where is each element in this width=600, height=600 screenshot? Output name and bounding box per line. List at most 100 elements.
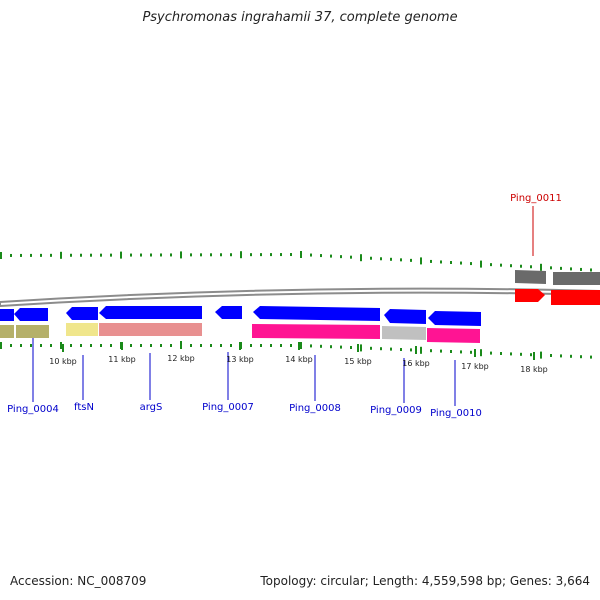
tick-mark-bottom bbox=[510, 352, 512, 356]
tick-mark-bottom bbox=[50, 344, 52, 347]
tick-mark-top bbox=[500, 263, 502, 267]
tick-mark-bottom bbox=[500, 352, 502, 355]
tick-mark-bottom bbox=[280, 344, 282, 347]
tick-mark-bottom bbox=[210, 344, 212, 347]
tick-mark-top bbox=[430, 259, 432, 263]
tick-mark-top bbox=[190, 253, 192, 257]
gene-label-ping-0008[interactable]: Ping_0008 bbox=[289, 403, 341, 414]
tick-mark-top bbox=[240, 251, 242, 259]
gene-arrow-ping-0012[interactable] bbox=[551, 290, 600, 305]
tick-mark-bottom bbox=[550, 354, 552, 357]
tick-mark-bottom bbox=[170, 344, 172, 347]
tick-mark-bottom bbox=[130, 344, 132, 347]
tick-mark-top bbox=[390, 257, 392, 261]
tick-mark-bottom bbox=[330, 345, 332, 349]
tick-mark-top bbox=[200, 253, 202, 257]
gene-arrow-ping-0011[interactable] bbox=[515, 289, 545, 302]
tick-mark-bottom bbox=[360, 344, 362, 352]
tick-mark-top bbox=[180, 251, 182, 259]
tick-mark-bottom bbox=[260, 344, 262, 347]
feature-khaki bbox=[66, 323, 98, 336]
gene-label-ping-0011[interactable]: Ping_0011 bbox=[510, 193, 562, 204]
kbp-tick-label: 18 kbp bbox=[520, 365, 548, 374]
tick-mark-bottom bbox=[290, 344, 292, 347]
tick-mark-top bbox=[60, 251, 62, 259]
tick-mark-top bbox=[550, 266, 552, 270]
kbp-tick-label: 10 kbp bbox=[49, 357, 77, 366]
kbp-tick-label: 12 kbp bbox=[167, 354, 195, 363]
tick-mark-bottom bbox=[450, 350, 452, 353]
gene-label-ping-0010[interactable]: Ping_0010 bbox=[430, 408, 482, 419]
kbp-scale: 10 kbp 11 kbp 12 kbp 13 kbp 14 kbp 15 kbp 16 k… bbox=[49, 341, 548, 374]
gene-arrow-ping-0008[interactable] bbox=[253, 306, 380, 321]
tick-mark-top bbox=[490, 263, 492, 267]
tick-mark-top bbox=[360, 254, 362, 262]
tick-mark-bottom bbox=[340, 345, 342, 349]
gene-label-ping-0009[interactable]: Ping_0009 bbox=[370, 405, 422, 416]
tick-mark-top bbox=[260, 253, 262, 257]
tick-mark-bottom bbox=[320, 344, 322, 348]
tick-mark-top bbox=[380, 257, 382, 261]
tick-mark-top bbox=[230, 253, 232, 257]
tick-mark-bottom bbox=[160, 344, 162, 347]
feature-olive-2 bbox=[16, 325, 49, 338]
tick-mark-top bbox=[590, 268, 592, 272]
genome-summary-label: Topology: circular; Length: 4,559,598 bp… bbox=[260, 574, 590, 588]
tick-mark-top bbox=[570, 267, 572, 271]
gene-label-ping-0007[interactable]: Ping_0007 bbox=[202, 402, 254, 413]
tick-mark-top bbox=[110, 253, 112, 257]
tick-mark-bottom bbox=[570, 354, 572, 358]
tick-mark-top bbox=[80, 253, 82, 257]
tick-mark-bottom bbox=[80, 344, 82, 347]
tick-mark-top bbox=[580, 267, 582, 271]
tick-mark-bottom bbox=[270, 344, 272, 347]
tick-mark-bottom bbox=[350, 346, 352, 349]
gene-arrow-ping-0005[interactable] bbox=[14, 308, 48, 321]
tick-mark-bottom bbox=[60, 342, 62, 349]
tick-mark-top bbox=[130, 253, 132, 257]
tick-mark-bottom bbox=[370, 346, 372, 350]
tick-mark-bottom bbox=[400, 348, 402, 351]
tick-mark-top bbox=[90, 253, 92, 257]
tick-mark-top bbox=[330, 254, 332, 258]
tick-mark-top bbox=[530, 265, 532, 269]
tick-mark-top bbox=[310, 253, 312, 257]
tick-mark-top bbox=[270, 253, 272, 257]
kbp-tick-label: 11 kbp bbox=[108, 355, 136, 364]
tick-mark-top bbox=[120, 251, 122, 259]
feature-salmon bbox=[99, 323, 202, 336]
gene-label-args[interactable]: argS bbox=[140, 402, 163, 413]
tick-mark-bottom bbox=[390, 347, 392, 351]
tick-mark-bottom bbox=[470, 350, 472, 354]
tick-mark-bottom bbox=[420, 346, 422, 354]
gene-label-ftsn[interactable]: ftsN bbox=[74, 402, 94, 413]
feature-olive-1 bbox=[0, 325, 14, 338]
tick-mark-top bbox=[340, 255, 342, 259]
gene-arrow-ping-0010[interactable] bbox=[428, 311, 481, 326]
tick-mark-top bbox=[400, 258, 402, 262]
tick-mark-bottom bbox=[580, 355, 582, 359]
tick-mark-top bbox=[40, 253, 42, 257]
gene-arrow-ping-0004[interactable] bbox=[0, 309, 14, 321]
tick-mark-bottom bbox=[0, 342, 2, 349]
tick-mark-bottom bbox=[440, 349, 442, 353]
gene-arrow-ftsn[interactable] bbox=[66, 307, 98, 320]
gene-arrow-args[interactable] bbox=[99, 306, 202, 319]
tick-mark-bottom bbox=[230, 344, 232, 347]
gene-arrow-ping-0009[interactable] bbox=[384, 309, 426, 324]
tick-mark-top bbox=[520, 264, 522, 268]
gene-label-ping-0004[interactable]: Ping_0004 bbox=[7, 404, 59, 415]
tick-mark-top bbox=[420, 257, 422, 265]
tick-mark-top bbox=[540, 263, 542, 271]
tick-mark-bottom bbox=[540, 351, 542, 359]
tick-mark-bottom bbox=[250, 344, 252, 347]
gene-arrow-ping-0007[interactable] bbox=[215, 306, 242, 319]
tick-mark-top bbox=[320, 254, 322, 258]
tick-mark-top bbox=[350, 255, 352, 259]
tick-mark-bottom bbox=[300, 342, 302, 349]
tick-mark-top bbox=[280, 253, 282, 257]
minor-ticks-top bbox=[0, 251, 592, 272]
tick-mark-bottom bbox=[490, 351, 492, 355]
